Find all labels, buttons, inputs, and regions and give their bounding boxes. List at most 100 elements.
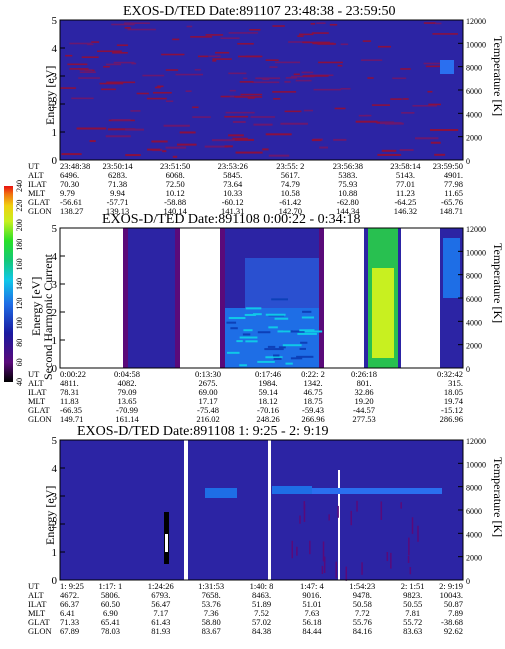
- ephem-value: 1:40: 8: [250, 581, 274, 591]
- ephem-value: 1:47: 4: [300, 581, 325, 591]
- ephem-value: 0:00:22: [60, 369, 86, 379]
- cyan-streak: [244, 313, 256, 316]
- noise-streak: [107, 128, 136, 131]
- dark-streak: [407, 556, 410, 564]
- cyan-streak: [265, 313, 286, 316]
- white-gap: [268, 440, 271, 580]
- noise-streak: [295, 79, 312, 82]
- ephem-row-label: GLAT: [28, 405, 51, 415]
- noise-streak: [355, 120, 378, 123]
- noise-streak: [165, 69, 179, 71]
- panel-1-y2label: Temperature [K]: [491, 36, 505, 116]
- noise-streak: [172, 155, 178, 158]
- noise-streak: [340, 87, 351, 90]
- ephem-row-label: GLAT: [28, 197, 51, 207]
- y2-tick-label: 10000: [466, 248, 486, 257]
- ephem-value: -38.68: [441, 617, 463, 627]
- ephem-value: 18.12: [258, 396, 277, 406]
- noise-streak: [377, 45, 391, 48]
- colorbar-tick-label: 180: [15, 239, 24, 251]
- noise-streak: [432, 33, 458, 35]
- noise-streak: [381, 149, 397, 152]
- ephem-value: 144.34: [336, 206, 360, 216]
- noise-streak: [116, 44, 129, 47]
- colorbar-tick-label: 160: [15, 258, 24, 270]
- y2-tick-label: 8000: [466, 484, 482, 493]
- purple-edge: [319, 228, 324, 368]
- ephem-value: 19.74: [444, 396, 464, 406]
- noise-streak: [176, 143, 197, 146]
- noise-streak: [127, 28, 156, 31]
- cyan-streak: [299, 347, 307, 350]
- noise-streak: [311, 139, 322, 142]
- dark-streak: [299, 515, 301, 524]
- ephem-value: -58.88: [164, 197, 186, 207]
- noise-streak: [71, 97, 94, 100]
- y2-tick-label: 2000: [466, 342, 482, 351]
- panel-2-y-ticks: 0 1 2 3 4 5: [52, 223, 65, 375]
- ephem-row-label: ALT: [28, 378, 45, 388]
- noise-streak: [360, 59, 383, 61]
- noise-streak: [390, 98, 402, 100]
- ephem-value: 1:17: 1: [98, 581, 122, 591]
- noise-streak: [265, 59, 279, 61]
- noise-streak: [239, 81, 254, 83]
- y-tick-label: 2: [52, 99, 58, 111]
- ephem-value: -15.12: [441, 405, 463, 415]
- y2-tick-label: 0: [466, 365, 470, 374]
- noise-streak: [250, 116, 276, 118]
- ephem-value: 10043.: [440, 590, 463, 600]
- noise-streak: [272, 91, 297, 93]
- panel-3-y2-ticks: 0 2000 4000 6000 8000 10000 12000: [458, 437, 486, 586]
- dark-streak: [386, 551, 389, 562]
- ephem-value: 51.01: [302, 599, 321, 609]
- dark-streak: [350, 510, 353, 526]
- noise-streak: [255, 77, 281, 80]
- dark-streak: [361, 562, 363, 575]
- noise-streak: [302, 75, 329, 77]
- panel-3-data-features: [164, 440, 442, 581]
- noise-streak: [434, 153, 446, 156]
- ephem-value: 77.01: [396, 179, 415, 189]
- y2-tick-label: 12000: [466, 225, 486, 234]
- dark-streak: [411, 517, 414, 534]
- ephem-value: 4672.: [60, 590, 79, 600]
- ephem-value: 1984.: [258, 378, 277, 388]
- ephem-value: 141.31: [221, 206, 244, 216]
- noise-streak: [430, 141, 441, 144]
- ephem-value: 1: 9:25: [60, 581, 84, 591]
- noise-streak: [423, 22, 437, 24]
- ephem-row-label: ILAT: [28, 599, 47, 609]
- noise-streak: [172, 38, 180, 41]
- ephem-value: 9.79: [60, 188, 75, 198]
- ephem-value: 23:55: 2: [276, 161, 304, 171]
- cyan-streak: [230, 327, 238, 330]
- noise-streak: [165, 100, 174, 103]
- cyan-streak: [226, 351, 240, 354]
- ephem-value: 18.05: [444, 387, 463, 397]
- dark-streak: [323, 556, 326, 573]
- cyan-streak: [226, 321, 237, 324]
- noise-streak: [298, 33, 314, 36]
- ephem-value: 57.02: [252, 617, 271, 627]
- y-tick-label: 1: [52, 335, 58, 347]
- ephem-value: 6793.: [151, 590, 170, 600]
- ephem-row-label: ALT: [28, 170, 45, 180]
- ephem-value: 4082.: [117, 378, 136, 388]
- y-tick-label: 3: [52, 279, 58, 291]
- ephem-value: 58.80: [202, 617, 221, 627]
- panel-1-hot-patch: [440, 60, 454, 74]
- y2-tick-label: 4000: [466, 318, 482, 327]
- noise-streak: [124, 22, 150, 24]
- noise-streak: [311, 32, 329, 34]
- cyan-streak: [273, 357, 282, 360]
- noise-streak: [284, 81, 291, 83]
- y2-tick-label: 0: [466, 157, 470, 166]
- cyan-band: [205, 488, 237, 498]
- ephem-value: 84.44: [302, 626, 322, 636]
- noise-streak: [337, 64, 343, 67]
- noise-streak: [371, 104, 390, 106]
- noise-streak: [240, 93, 263, 96]
